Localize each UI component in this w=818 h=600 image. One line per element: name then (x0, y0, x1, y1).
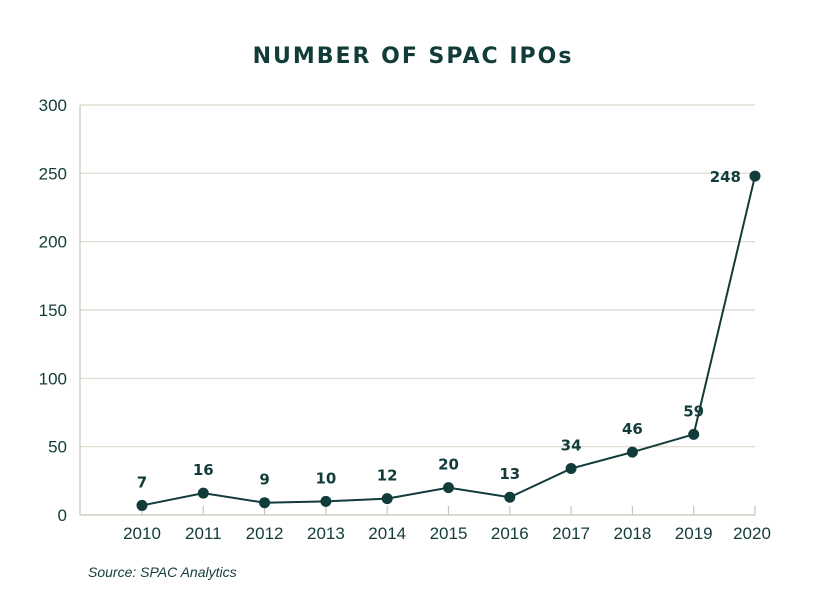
data-label: 34 (561, 437, 582, 455)
y-tick-label: 200 (39, 233, 67, 252)
y-tick-label: 0 (58, 506, 67, 525)
chart-title: NUMBER OF SPAC IPOs (253, 44, 574, 69)
data-point (504, 491, 516, 503)
data-label: 7 (137, 473, 147, 491)
data-point (320, 495, 332, 507)
grid (80, 104, 755, 448)
x-tick-label: 2020 (733, 524, 771, 543)
data-point (749, 170, 761, 182)
x-tick-label: 2012 (246, 524, 284, 543)
y-tick-label: 250 (39, 164, 67, 183)
data-point (381, 493, 393, 505)
x-tick-label: 2018 (613, 524, 651, 543)
data-labels: 7 16 9 10 12 20 13 34 46 59 248 (137, 168, 741, 491)
x-tick-label: 2019 (675, 524, 713, 543)
data-point (443, 482, 454, 494)
source-note: Source: SPAC Analytics (88, 564, 237, 580)
data-label: 16 (193, 461, 214, 479)
data-label: 13 (499, 465, 520, 483)
data-label: 10 (315, 469, 336, 487)
data-label: 248 (710, 168, 741, 186)
x-axis: 2010 2011 2012 2013 2014 2015 2016 2017 2018 2019… (79, 105, 771, 543)
data-label: 12 (377, 467, 398, 485)
data-point (197, 487, 209, 499)
x-tick-label: 2016 (491, 524, 529, 543)
data-points (136, 170, 761, 511)
x-tick-label: 2015 (430, 524, 468, 543)
x-tick-label: 2017 (552, 524, 590, 543)
data-point (626, 446, 638, 458)
data-label: 46 (622, 420, 643, 438)
data-point (688, 428, 700, 440)
x-tick-label: 2013 (307, 524, 345, 543)
data-point (259, 497, 271, 509)
y-tick-label: 100 (39, 369, 67, 388)
x-tick-label: 2014 (368, 524, 406, 543)
data-point (136, 499, 148, 511)
y-tick-label: 50 (48, 438, 67, 457)
x-tick-label: 2010 (123, 524, 161, 543)
data-label: 59 (683, 402, 704, 420)
data-label: 9 (259, 471, 269, 489)
y-axis: 0 50 100 150 200 250 300 (39, 96, 67, 525)
y-tick-label: 300 (39, 96, 67, 115)
data-point (565, 463, 577, 475)
data-label: 20 (438, 456, 459, 474)
y-tick-label: 150 (39, 301, 67, 320)
x-tick-label: 2011 (185, 524, 222, 543)
